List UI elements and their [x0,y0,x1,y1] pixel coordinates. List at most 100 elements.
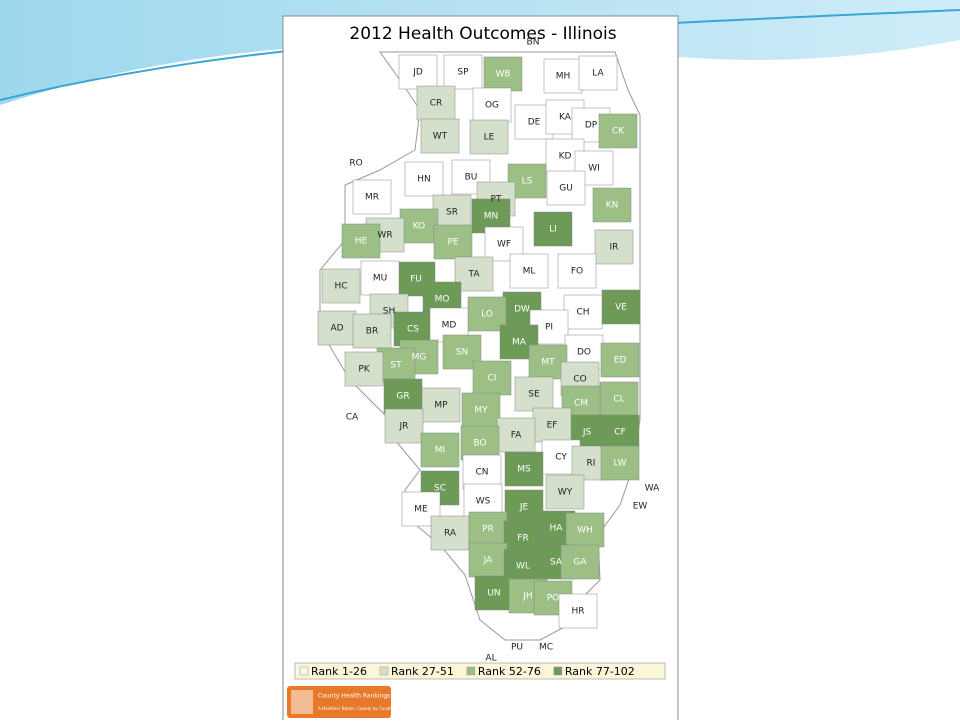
county-label: WI [588,164,600,174]
legend-label: Rank 77-102 [565,665,635,678]
county-label: DO [577,348,591,358]
county-label: FU [410,275,422,285]
county-label: WT [433,132,448,142]
county [443,54,483,90]
county-label: LO [481,310,493,320]
county [599,381,639,417]
county-label: EF [547,421,558,431]
county [558,593,598,629]
county-label: MT [541,358,555,368]
county [472,87,512,123]
county [600,414,640,450]
county-label: DE [528,118,541,128]
county-label: MU [373,274,387,284]
county-label: LE [484,133,495,143]
county-label: BR [366,327,378,337]
county-label: CK [612,127,625,137]
county-label: MH [556,72,571,82]
county [468,511,508,547]
county-label: UN [487,589,500,599]
county-label: KN [606,201,619,211]
county-label: MA [512,338,527,348]
county-label: MC [539,643,553,653]
county-label: WL [516,562,530,572]
county [399,208,439,244]
county-label: RA [444,529,457,539]
county-label: KD [559,152,572,162]
legend-label: Rank 1-26 [311,665,367,678]
county-label: WS [476,497,491,507]
county [416,85,456,121]
county [532,407,572,443]
county-label: CM [574,399,588,409]
county-label: MO [435,295,450,305]
county-label: SN [456,348,468,358]
county-label: WA [645,484,660,494]
county-label: PK [358,365,370,375]
legend-swatch [466,666,476,676]
county-label: CH [576,308,589,318]
county [398,54,438,90]
county-label: CI [488,374,497,384]
legend-swatch [299,666,309,676]
county-label: CN [475,468,488,478]
county-label: LS [522,177,533,187]
county [404,161,444,197]
county [321,268,361,304]
county-label: OG [485,101,499,111]
county [454,256,494,292]
county-label: RI [587,459,596,469]
county [565,512,605,548]
county-label: WH [577,526,593,536]
county [468,542,508,578]
county [420,118,460,154]
county [472,360,512,396]
county-label: FR [517,534,528,544]
county-label: EW [633,502,648,512]
county-label: HN [417,175,431,185]
county [360,260,400,296]
county [376,347,416,383]
county [384,408,424,444]
county-label: MI [435,446,445,456]
county [430,515,470,551]
county-label: WF [497,240,511,250]
county-label: BN [527,38,540,48]
legend-swatch [379,666,389,676]
legend-swatch [553,666,563,676]
county-label: GA [573,558,587,568]
county-label: MD [442,321,457,331]
county [509,253,549,289]
county-label: GR [396,392,409,402]
county-label: ST [390,361,402,371]
county [592,187,632,223]
county [545,474,585,510]
county [600,342,640,378]
county [504,489,544,525]
county [469,119,509,155]
county [598,113,638,149]
logo-tagline: A Healthier Nation, County by County [318,706,394,711]
county-label: JR [399,422,409,432]
county [474,575,514,611]
county-label: JH [522,592,532,602]
county [341,223,381,259]
county [461,392,501,428]
county-label: CR [430,99,443,109]
legend-label: Rank 27-51 [391,665,454,678]
county-label: MG [412,353,427,363]
county [462,454,502,490]
county-label: HA [550,524,564,534]
county-label: CY [555,453,567,463]
county-label: PR [482,525,494,535]
county [344,351,384,387]
county-label: HC [334,282,347,292]
map-title: 2012 Health Outcomes - Illinois [349,24,616,44]
county-label: LA [592,69,604,79]
county-label: DW [514,305,530,315]
county [317,310,357,346]
county [514,376,554,412]
county-label: WY [558,488,573,498]
county [352,179,392,215]
